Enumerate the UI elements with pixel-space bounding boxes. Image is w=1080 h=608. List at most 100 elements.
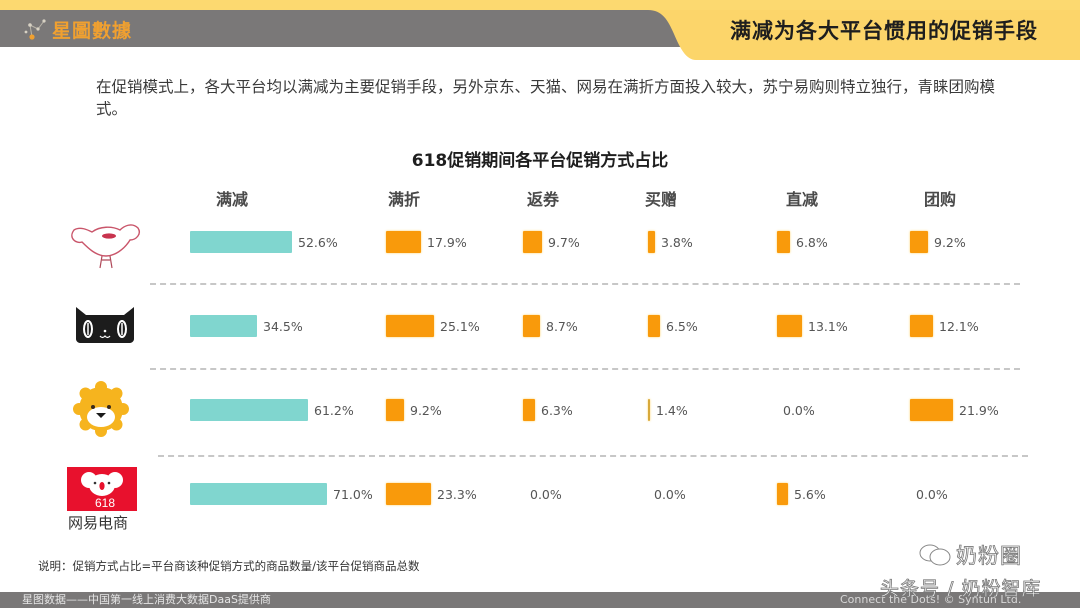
watermark-line2: 头条号 / 奶粉智库 <box>880 578 1042 601</box>
cell-fanquan: 6.3% <box>523 398 573 422</box>
cell-zhijian: 0.0% <box>777 398 815 422</box>
tmall-logo-icon <box>74 303 136 347</box>
cell-maizeng: 3.8% <box>648 230 693 254</box>
column-header-zhijian: 直减 <box>785 190 819 209</box>
cell-manjian: 34.5% <box>190 314 303 338</box>
bar-maizeng <box>648 399 650 421</box>
value-label: 61.2% <box>314 402 354 418</box>
bar-fanquan <box>523 231 542 253</box>
cell-maizeng: 0.0% <box>648 482 686 506</box>
netease-logo-icon: 618 <box>67 467 137 515</box>
row-divider <box>150 283 1020 285</box>
value-label: 0.0% <box>783 402 815 418</box>
value-label: 9.7% <box>548 234 580 250</box>
bar-tuangou <box>910 231 928 253</box>
value-label: 34.5% <box>263 318 303 334</box>
value-label: 9.2% <box>410 402 442 418</box>
platform-label-netease: 网易电商 <box>68 514 129 532</box>
chart-title: 618促销期间各平台促销方式占比 <box>411 151 669 171</box>
table-row-netease: 71.0% 23.3% 0.0% 0.0% 5.6% 0.0% <box>0 482 1080 506</box>
bar-manzhe <box>386 315 434 337</box>
cell-manjian: 61.2% <box>190 398 354 422</box>
cell-manzhe: 25.1% <box>386 314 480 338</box>
cell-manzhe: 17.9% <box>386 230 467 254</box>
footnote: 说明：促销方式占比=平台商该种促销方式的商品数量/该平台促销商品总数 <box>38 559 420 573</box>
value-label: 6.5% <box>666 318 698 334</box>
cell-manzhe: 23.3% <box>386 482 477 506</box>
value-label: 9.2% <box>934 234 966 250</box>
cell-zhijian: 6.8% <box>777 230 828 254</box>
column-header-manjian: 满减 <box>215 190 249 209</box>
bar-tuangou <box>910 399 953 421</box>
cell-fanquan: 0.0% <box>524 482 562 506</box>
bar-manzhe <box>386 483 431 505</box>
suning-logo-icon <box>72 380 130 442</box>
value-label: 1.4% <box>656 402 688 418</box>
bar-maizeng <box>648 315 660 337</box>
value-label: 6.8% <box>796 234 828 250</box>
cell-manjian: 71.0% <box>190 482 373 506</box>
cell-maizeng: 6.5% <box>648 314 698 338</box>
value-label: 3.8% <box>661 234 693 250</box>
chat-bubble-icon <box>918 542 952 573</box>
svg-text:618: 618 <box>95 496 115 510</box>
table-row-tmall: 34.5% 25.1% 8.7% 6.5% 13.1% 12.1% <box>0 314 1080 338</box>
value-label: 0.0% <box>654 486 686 502</box>
cell-maizeng: 1.4% <box>648 398 688 422</box>
cell-manjian: 52.6% <box>190 230 338 254</box>
column-header-fanquan: 返券 <box>526 190 560 209</box>
bar-zhijian <box>777 315 802 337</box>
footer-bar: 星图数据——中国第一线上消费大数据DaaS提供商 Connect the Dot… <box>0 592 1080 608</box>
value-label: 23.3% <box>437 486 477 502</box>
value-label: 8.7% <box>546 318 578 334</box>
value-label: 13.1% <box>808 318 848 334</box>
value-label: 71.0% <box>333 486 373 502</box>
constellation-icon <box>22 15 50 43</box>
value-label: 52.6% <box>298 234 338 250</box>
value-label: 6.3% <box>541 402 573 418</box>
page-title: 满减为各大平台惯用的促销手段 <box>730 19 1038 43</box>
column-header-manzhe: 满折 <box>387 190 421 209</box>
value-label: 21.9% <box>959 402 999 418</box>
cell-manzhe: 9.2% <box>386 398 442 422</box>
bar-tuangou <box>910 315 933 337</box>
bar-manjian <box>190 483 327 505</box>
description-text: 在促销模式上，各大平台均以满减为主要促销手段，另外京东、天猫、网易在满折方面投入… <box>96 78 996 118</box>
value-label: 17.9% <box>427 234 467 250</box>
cell-tuangou: 0.0% <box>910 482 948 506</box>
bar-maizeng <box>648 231 655 253</box>
value-label: 12.1% <box>939 318 979 334</box>
cell-tuangou: 21.9% <box>910 398 999 422</box>
footer-copyright: Connect the Dots! © Syntun Ltd. <box>840 593 1022 606</box>
bar-zhijian <box>777 231 790 253</box>
bar-manjian <box>190 315 257 337</box>
column-header-maizeng: 买赠 <box>644 190 678 209</box>
cell-fanquan: 8.7% <box>523 314 578 338</box>
brand-logo: 星圖數據 <box>22 14 132 44</box>
jd-logo-icon <box>66 216 144 276</box>
cell-tuangou: 12.1% <box>910 314 979 338</box>
title-tab: 满减为各大平台惯用的促销手段 <box>648 10 1080 60</box>
bar-zhijian <box>777 483 788 505</box>
table-row-jd: 52.6% 17.9% 9.7% 3.8% 6.8% 9.2% <box>0 230 1080 254</box>
bar-manzhe <box>386 231 421 253</box>
column-header-tuangou: 团购 <box>923 190 957 209</box>
top-accent-strip <box>0 0 1080 10</box>
value-label: 0.0% <box>530 486 562 502</box>
watermark-line1: 奶粉圈 <box>956 544 1022 569</box>
footer-tagline: 星图数据——中国第一线上消费大数据DaaS提供商 <box>22 593 271 606</box>
table-row-suning: 61.2% 9.2% 6.3% 1.4% 0.0% 21.9% <box>0 398 1080 422</box>
bar-manjian <box>190 399 308 421</box>
row-divider <box>150 368 1020 370</box>
value-label: 5.6% <box>794 486 826 502</box>
row-divider <box>158 455 1028 457</box>
cell-tuangou: 9.2% <box>910 230 966 254</box>
brand-name: 星圖數據 <box>52 19 133 42</box>
cell-fanquan: 9.7% <box>523 230 580 254</box>
bar-fanquan <box>523 399 535 421</box>
bar-fanquan <box>523 315 540 337</box>
watermark-account: 奶粉圈 <box>918 540 1022 573</box>
bar-manjian <box>190 231 292 253</box>
cell-zhijian: 5.6% <box>777 482 826 506</box>
cell-zhijian: 13.1% <box>777 314 848 338</box>
